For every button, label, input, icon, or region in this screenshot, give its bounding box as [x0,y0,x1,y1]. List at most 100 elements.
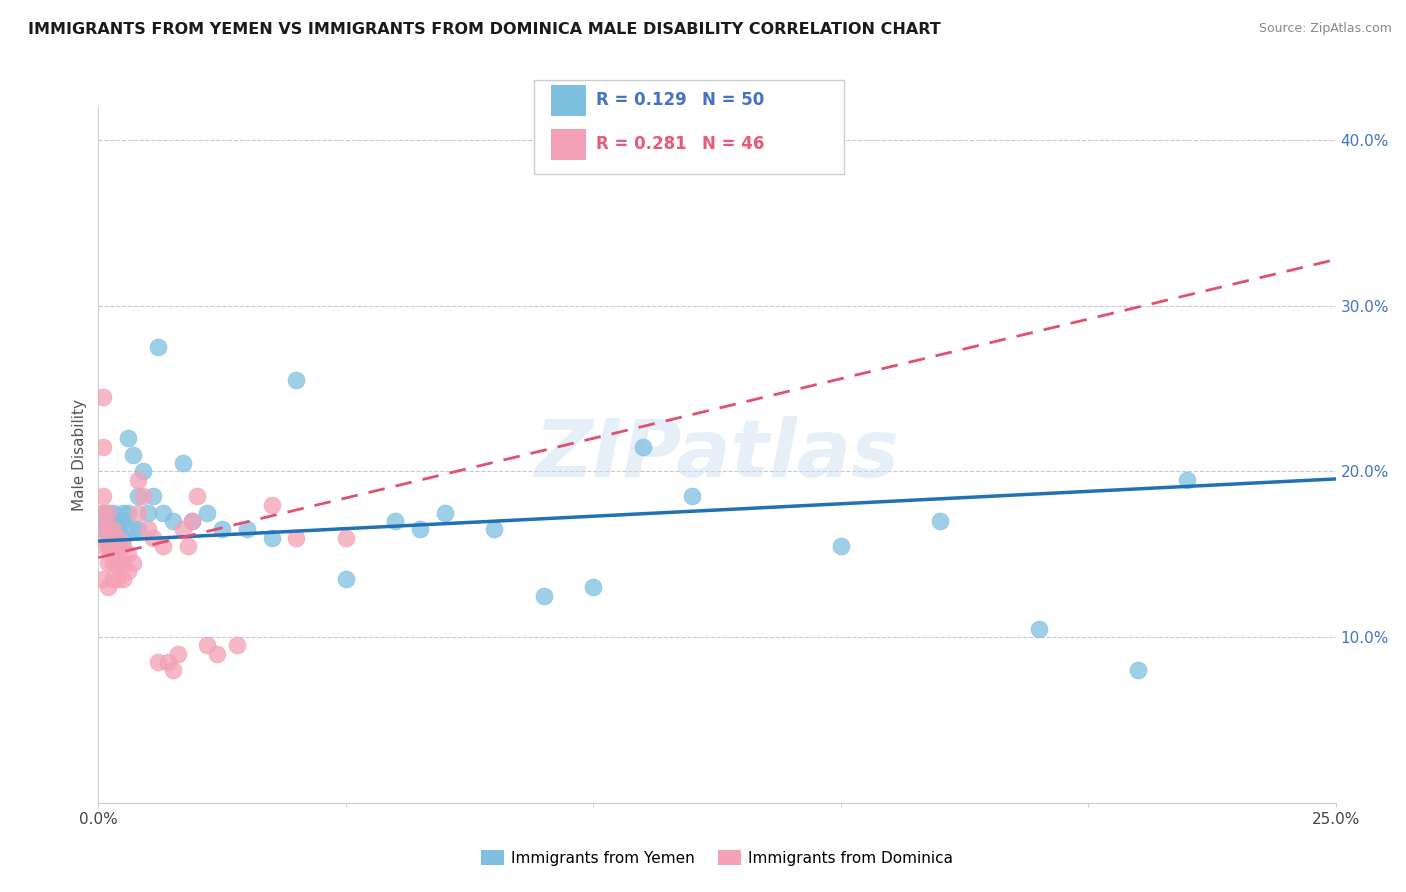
Point [103,514,125,528]
Point [156,655,179,669]
Point [93,440,115,454]
Point [103,506,125,520]
Point [97,539,120,553]
Point [433,506,456,520]
Point [117,564,139,578]
Point [122,556,145,570]
Point [97,556,120,570]
Point [172,523,194,537]
Point [166,647,188,661]
Text: IMMIGRANTS FROM YEMEN VS IMMIGRANTS FROM DOMINICA MALE DISABILITY CORRELATION CH: IMMIGRANTS FROM YEMEN VS IMMIGRANTS FROM… [28,22,941,37]
Point [384,514,406,528]
Point [97,581,120,595]
Point [97,506,120,520]
Point [127,489,149,503]
Point [103,523,125,537]
Point [582,581,605,595]
Point [112,531,135,545]
Point [97,531,120,545]
Point [181,514,204,528]
Point [97,506,120,520]
Point [103,539,125,553]
Point [107,531,129,545]
Point [176,539,198,553]
Point [1175,473,1198,487]
Point [93,390,115,404]
Text: ZIPatlas: ZIPatlas [534,416,900,494]
Point [122,448,145,462]
Point [211,523,233,537]
Text: N = 46: N = 46 [702,136,763,153]
Point [152,506,174,520]
Point [112,572,135,586]
Point [146,340,169,354]
Point [107,514,129,528]
Point [136,523,159,537]
Point [117,547,139,561]
Point [127,473,149,487]
Point [117,431,139,445]
Point [205,647,228,661]
Point [236,523,259,537]
Text: R = 0.129: R = 0.129 [596,91,688,109]
Point [107,539,129,553]
Point [409,523,432,537]
Point [1028,622,1050,636]
Y-axis label: Male Disability: Male Disability [72,399,87,511]
Point [484,523,506,537]
Point [112,506,135,520]
Point [226,639,249,653]
Point [107,556,129,570]
Point [162,663,184,677]
Point [335,572,357,586]
Point [112,514,135,528]
Point [152,539,174,553]
Point [195,639,218,653]
Point [103,523,125,537]
Point [142,531,165,545]
Point [127,506,149,520]
Point [681,489,703,503]
Point [132,465,155,479]
Point [93,514,115,528]
Point [136,506,159,520]
Point [162,514,184,528]
Point [117,506,139,520]
Point [97,539,120,553]
Point [103,556,125,570]
Point [122,523,145,537]
Point [93,506,115,520]
Point [93,523,115,537]
Point [93,489,115,503]
Point [107,523,129,537]
Point [97,523,120,537]
Point [260,498,283,512]
Point [1126,663,1149,677]
Point [285,373,308,387]
Point [103,572,125,586]
Point [830,539,852,553]
Point [146,655,169,669]
Point [112,556,135,570]
Legend: Immigrants from Yemen, Immigrants from Dominica: Immigrants from Yemen, Immigrants from D… [475,844,959,871]
Point [132,489,155,503]
Point [533,589,555,603]
Point [112,539,135,553]
Text: R = 0.281: R = 0.281 [596,136,686,153]
Point [127,523,149,537]
Text: N = 50: N = 50 [702,91,763,109]
Point [107,572,129,586]
Point [142,489,165,503]
Point [195,506,218,520]
Point [186,489,208,503]
Point [93,523,115,537]
Point [93,572,115,586]
Text: Source: ZipAtlas.com: Source: ZipAtlas.com [1258,22,1392,36]
Point [285,531,308,545]
Point [260,531,283,545]
Point [928,514,950,528]
Point [181,514,204,528]
Point [93,506,115,520]
Point [103,539,125,553]
Point [172,456,194,470]
